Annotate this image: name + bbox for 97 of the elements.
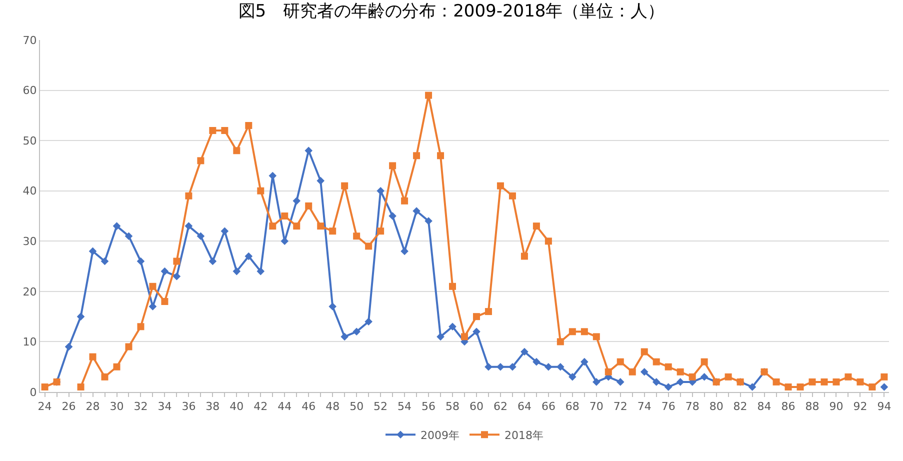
point bbox=[520, 348, 528, 356]
x-tick-label: 46 bbox=[302, 400, 316, 414]
legend-label: 2018年 bbox=[504, 428, 544, 442]
x-tick-label: 58 bbox=[446, 400, 460, 414]
x-tick-label: 84 bbox=[757, 400, 772, 414]
point bbox=[652, 378, 660, 386]
x-tick-label: 78 bbox=[685, 400, 700, 414]
x-tick-label: 60 bbox=[469, 400, 484, 414]
x-tick-label: 26 bbox=[62, 400, 76, 414]
x-tick-label: 44 bbox=[278, 400, 292, 414]
point bbox=[88, 247, 97, 256]
point bbox=[748, 383, 756, 391]
x-tick-label: 34 bbox=[158, 400, 172, 414]
point bbox=[592, 378, 600, 386]
point bbox=[568, 373, 576, 381]
point bbox=[532, 358, 540, 366]
x-tick-label: 64 bbox=[517, 400, 532, 414]
point bbox=[376, 186, 384, 195]
x-tick-label: 48 bbox=[326, 400, 340, 414]
point bbox=[304, 146, 313, 155]
point bbox=[436, 332, 444, 341]
point bbox=[364, 318, 372, 326]
y-tick-label: 0 bbox=[30, 386, 37, 399]
y-tick-label: 50 bbox=[22, 134, 37, 148]
y-tick-label: 10 bbox=[22, 336, 37, 349]
point bbox=[256, 267, 265, 276]
point bbox=[184, 222, 193, 230]
point bbox=[172, 272, 181, 280]
point bbox=[544, 362, 552, 371]
point bbox=[556, 362, 564, 371]
x-tick-label: 80 bbox=[709, 400, 724, 414]
point bbox=[700, 373, 708, 381]
x-tick-label: 82 bbox=[733, 400, 748, 414]
point bbox=[112, 222, 121, 230]
point bbox=[244, 252, 253, 260]
x-tick-label: 62 bbox=[493, 400, 508, 414]
point bbox=[340, 332, 348, 341]
point bbox=[64, 342, 73, 351]
point bbox=[664, 383, 672, 391]
y-tick-label: 70 bbox=[22, 34, 37, 47]
x-tick-label: 50 bbox=[350, 400, 364, 414]
point bbox=[124, 232, 133, 240]
point bbox=[328, 302, 336, 310]
y-tick-label: 30 bbox=[22, 234, 37, 248]
legend-label: 2009年 bbox=[420, 428, 460, 442]
point bbox=[136, 257, 145, 266]
point bbox=[292, 197, 301, 205]
x-tick-label: 38 bbox=[206, 400, 220, 414]
point bbox=[232, 267, 241, 276]
x-tick-label: 76 bbox=[661, 400, 676, 414]
point bbox=[472, 328, 480, 336]
y-tick-label: 20 bbox=[22, 285, 37, 298]
x-tick-label: 28 bbox=[86, 400, 100, 414]
point bbox=[640, 368, 648, 376]
point bbox=[76, 312, 85, 320]
x-tick-label: 72 bbox=[613, 400, 628, 414]
x-tick-label: 24 bbox=[38, 400, 52, 414]
x-tick-label: 90 bbox=[829, 400, 844, 414]
point bbox=[580, 358, 588, 366]
point bbox=[352, 328, 360, 336]
point bbox=[316, 176, 324, 185]
point bbox=[412, 207, 420, 215]
point bbox=[100, 257, 109, 266]
point bbox=[208, 257, 217, 266]
point bbox=[148, 302, 157, 310]
point bbox=[616, 378, 624, 386]
point bbox=[400, 247, 408, 256]
x-tick-label: 52 bbox=[374, 400, 388, 414]
y-tick-label: 40 bbox=[22, 184, 37, 198]
point bbox=[880, 383, 888, 391]
x-tick-label: 30 bbox=[110, 400, 124, 414]
point bbox=[196, 232, 205, 240]
point bbox=[448, 322, 456, 331]
y-tick-label: 60 bbox=[22, 84, 37, 98]
x-tick-label: 36 bbox=[182, 400, 196, 414]
point bbox=[388, 212, 396, 220]
point bbox=[160, 267, 169, 276]
x-tick-label: 54 bbox=[398, 400, 412, 414]
x-tick-label: 40 bbox=[230, 400, 244, 414]
point bbox=[508, 362, 516, 371]
x-tick-label: 92 bbox=[853, 400, 868, 414]
x-tick-label: 32 bbox=[134, 400, 148, 414]
point bbox=[484, 362, 492, 371]
point bbox=[424, 217, 432, 225]
x-tick-label: 88 bbox=[805, 400, 820, 414]
point bbox=[220, 227, 229, 235]
chart-title: 図5 研究者の年齢の分布：2009-2018年（単位：人） bbox=[238, 2, 665, 22]
x-tick-label: 86 bbox=[781, 400, 796, 414]
x-tick-label: 94 bbox=[877, 400, 892, 414]
x-tick-label: 74 bbox=[637, 400, 652, 414]
x-tick-label: 70 bbox=[589, 400, 604, 414]
x-tick-label: 42 bbox=[254, 400, 268, 414]
x-tick-label: 66 bbox=[541, 400, 556, 414]
point bbox=[496, 362, 504, 371]
point bbox=[676, 378, 684, 386]
x-tick-label: 68 bbox=[565, 400, 580, 414]
x-tick-label: 56 bbox=[422, 400, 436, 414]
